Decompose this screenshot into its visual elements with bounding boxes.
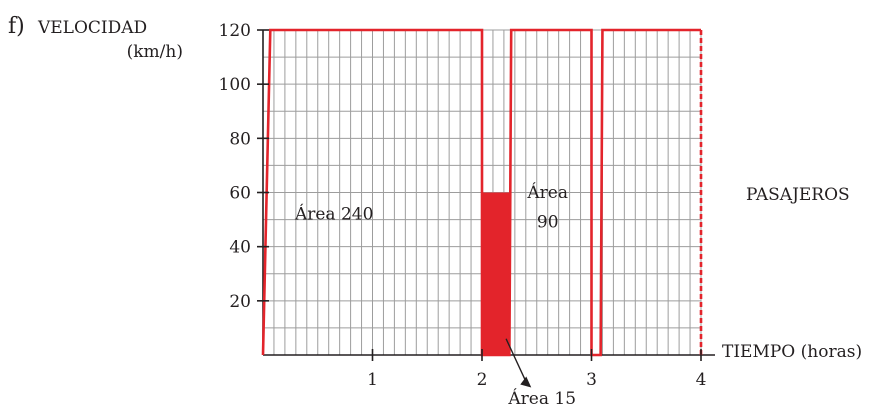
annotation-label: Área xyxy=(526,182,568,203)
y-axis-unit: (km/h) xyxy=(127,42,183,62)
area-15-arrow xyxy=(505,338,532,388)
annotation-label: 90 xyxy=(537,213,559,233)
annotation-label: Área 15 xyxy=(507,388,576,409)
shaded-area-15 xyxy=(482,192,510,355)
ticks: 20 40 60 80 100 120 1 2 3 4 xyxy=(219,21,707,390)
x-tick-label: 3 xyxy=(586,370,597,390)
annotation-label: Área 240 xyxy=(294,204,373,225)
arrow-head xyxy=(520,376,532,388)
panel-label: f) xyxy=(8,14,25,39)
y-tick-label: 60 xyxy=(229,184,251,204)
area-fill xyxy=(482,192,510,355)
y-tick-label: 80 xyxy=(229,129,251,149)
y-tick-label: 20 xyxy=(229,292,251,312)
velocity-line xyxy=(261,28,701,357)
x-tick-label: 4 xyxy=(696,370,707,390)
arrow-line xyxy=(505,338,528,385)
x-axis-label: TIEMPO (horas) xyxy=(722,342,862,362)
y-tick-label: 100 xyxy=(219,75,251,95)
side-label: PASAJEROS xyxy=(746,185,850,205)
x-tick-label: 1 xyxy=(367,370,378,390)
series xyxy=(261,28,703,357)
y-tick-label: 120 xyxy=(219,21,251,41)
y-tick-label: 40 xyxy=(229,238,251,258)
annotations: Área 240 Área 90 Área 15 xyxy=(294,182,576,409)
x-tick-label: 2 xyxy=(477,370,488,390)
y-axis-label: VELOCIDAD xyxy=(37,18,147,38)
